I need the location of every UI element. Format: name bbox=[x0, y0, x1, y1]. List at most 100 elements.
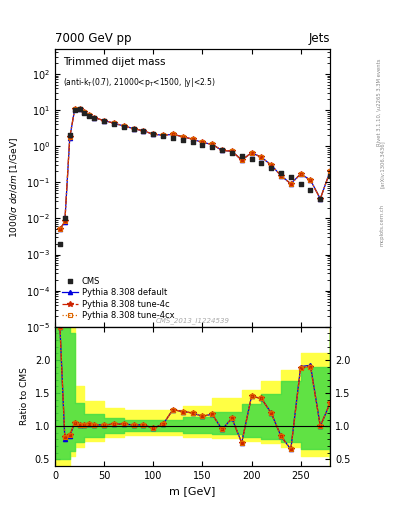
CMS bbox=[160, 132, 166, 140]
Pythia 8.308 tune-4cx bbox=[141, 128, 146, 134]
Pythia 8.308 tune-4cx bbox=[58, 226, 62, 232]
Pythia 8.308 default bbox=[288, 181, 293, 187]
Pythia 8.308 tune-4c bbox=[190, 136, 195, 142]
CMS bbox=[317, 195, 323, 203]
Pythia 8.308 tune-4c bbox=[77, 106, 82, 112]
Pythia 8.308 tune-4cx bbox=[171, 131, 175, 137]
Text: (anti-k$_\mathregular{T}$(0.7), 21000<p$_\mathregular{T}$<1500, |y|<2.5): (anti-k$_\mathregular{T}$(0.7), 21000<p$… bbox=[63, 76, 216, 90]
CMS bbox=[130, 125, 137, 133]
Pythia 8.308 tune-4c bbox=[72, 106, 77, 112]
Pythia 8.308 tune-4cx bbox=[279, 173, 283, 179]
Pythia 8.308 tune-4cx bbox=[112, 120, 116, 126]
Pythia 8.308 default bbox=[161, 132, 165, 138]
X-axis label: m [GeV]: m [GeV] bbox=[169, 486, 216, 496]
CMS bbox=[121, 122, 127, 131]
Text: Jets: Jets bbox=[309, 32, 330, 45]
Pythia 8.308 tune-4cx bbox=[151, 131, 156, 137]
Pythia 8.308 tune-4cx bbox=[220, 147, 224, 154]
Pythia 8.308 default bbox=[102, 118, 107, 124]
Pythia 8.308 tune-4cx bbox=[161, 132, 165, 138]
Pythia 8.308 tune-4c bbox=[239, 157, 244, 163]
CMS bbox=[327, 172, 333, 180]
Pythia 8.308 tune-4cx bbox=[102, 118, 107, 124]
Pythia 8.308 tune-4cx bbox=[77, 106, 82, 112]
Pythia 8.308 tune-4cx bbox=[288, 181, 293, 187]
Pythia 8.308 default bbox=[239, 157, 244, 163]
Pythia 8.308 tune-4cx bbox=[328, 168, 332, 174]
Pythia 8.308 default bbox=[279, 173, 283, 179]
Pythia 8.308 default bbox=[180, 134, 185, 140]
Text: CMS_2013_I1224539: CMS_2013_I1224539 bbox=[156, 317, 230, 324]
Pythia 8.308 default bbox=[151, 131, 156, 137]
Pythia 8.308 default bbox=[220, 147, 224, 154]
Pythia 8.308 tune-4cx bbox=[180, 134, 185, 140]
Pythia 8.308 tune-4c bbox=[151, 131, 156, 137]
CMS bbox=[258, 159, 264, 167]
Pythia 8.308 tune-4c bbox=[298, 171, 303, 177]
Line: Pythia 8.308 tune-4c: Pythia 8.308 tune-4c bbox=[57, 106, 333, 232]
Pythia 8.308 tune-4c bbox=[131, 125, 136, 132]
Pythia 8.308 tune-4c bbox=[141, 128, 146, 134]
CMS bbox=[170, 134, 176, 142]
Pythia 8.308 tune-4c bbox=[102, 118, 107, 124]
Pythia 8.308 default bbox=[210, 141, 215, 147]
Text: Rivet 3.1.10, \u2265 3.3M events: Rivet 3.1.10, \u2265 3.3M events bbox=[377, 59, 382, 146]
Pythia 8.308 default bbox=[131, 125, 136, 132]
Pythia 8.308 tune-4cx bbox=[318, 196, 323, 202]
Pythia 8.308 default bbox=[318, 196, 323, 202]
Pythia 8.308 tune-4c bbox=[288, 181, 293, 187]
Pythia 8.308 default bbox=[328, 168, 332, 174]
CMS bbox=[77, 105, 83, 113]
Pythia 8.308 default bbox=[230, 148, 234, 154]
Pythia 8.308 default bbox=[77, 106, 82, 112]
CMS bbox=[239, 152, 245, 160]
Line: Pythia 8.308 default: Pythia 8.308 default bbox=[58, 107, 332, 231]
Pythia 8.308 tune-4c bbox=[328, 168, 332, 174]
Pythia 8.308 default bbox=[121, 123, 126, 129]
Text: Trimmed dijet mass: Trimmed dijet mass bbox=[63, 57, 166, 67]
Pythia 8.308 tune-4cx bbox=[121, 123, 126, 129]
Pythia 8.308 tune-4c bbox=[112, 120, 116, 126]
Pythia 8.308 tune-4c bbox=[87, 112, 92, 118]
CMS bbox=[111, 119, 117, 127]
Pythia 8.308 default bbox=[82, 109, 87, 115]
Pythia 8.308 default bbox=[269, 162, 274, 168]
Pythia 8.308 tune-4cx bbox=[269, 162, 274, 168]
Pythia 8.308 tune-4cx bbox=[68, 134, 72, 140]
Pythia 8.308 default bbox=[87, 112, 92, 118]
Pythia 8.308 default bbox=[68, 135, 72, 141]
CMS bbox=[219, 145, 225, 154]
CMS bbox=[180, 136, 186, 144]
Pythia 8.308 tune-4cx bbox=[131, 125, 136, 132]
CMS bbox=[140, 127, 147, 135]
Pythia 8.308 tune-4c bbox=[92, 115, 97, 121]
Pythia 8.308 tune-4c bbox=[269, 162, 274, 168]
CMS bbox=[86, 112, 93, 120]
Pythia 8.308 tune-4cx bbox=[298, 171, 303, 177]
Pythia 8.308 default bbox=[190, 136, 195, 142]
Pythia 8.308 tune-4cx bbox=[72, 106, 77, 112]
CMS bbox=[72, 106, 78, 114]
Pythia 8.308 tune-4c bbox=[161, 132, 165, 138]
Pythia 8.308 tune-4c bbox=[171, 131, 175, 137]
Pythia 8.308 tune-4cx bbox=[230, 148, 234, 154]
Pythia 8.308 tune-4c bbox=[318, 196, 323, 202]
Pythia 8.308 default bbox=[249, 150, 254, 156]
Pythia 8.308 default bbox=[141, 128, 146, 134]
CMS bbox=[288, 173, 294, 181]
Pythia 8.308 tune-4c bbox=[308, 177, 313, 183]
CMS bbox=[101, 117, 107, 125]
Pythia 8.308 tune-4cx bbox=[249, 150, 254, 156]
CMS bbox=[199, 141, 206, 149]
Pythia 8.308 tune-4cx bbox=[259, 154, 264, 160]
CMS bbox=[209, 143, 215, 151]
Pythia 8.308 tune-4c bbox=[259, 154, 264, 160]
Y-axis label: Ratio to CMS: Ratio to CMS bbox=[20, 368, 29, 425]
CMS bbox=[57, 240, 63, 248]
Pythia 8.308 default bbox=[200, 139, 205, 145]
Pythia 8.308 tune-4c bbox=[220, 147, 224, 154]
CMS bbox=[268, 164, 274, 172]
Pythia 8.308 tune-4cx bbox=[87, 112, 92, 118]
CMS bbox=[189, 138, 196, 146]
CMS bbox=[307, 186, 314, 195]
